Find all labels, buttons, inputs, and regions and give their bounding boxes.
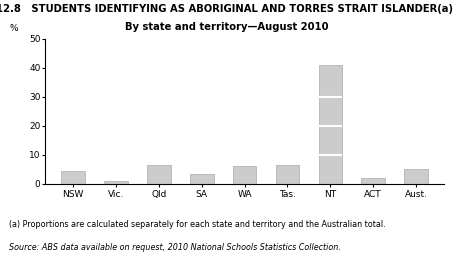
Bar <box>318 97 342 126</box>
Bar <box>61 171 85 184</box>
Bar <box>233 166 256 184</box>
Bar <box>147 165 171 184</box>
Bar <box>318 126 342 155</box>
Bar <box>318 65 342 97</box>
Bar <box>104 181 128 184</box>
Bar <box>361 178 385 184</box>
Bar <box>318 155 342 184</box>
Text: 12.8   STUDENTS IDENTIFYING AS ABORIGINAL AND TORRES STRAIT ISLANDER(a),: 12.8 STUDENTS IDENTIFYING AS ABORIGINAL … <box>0 4 453 14</box>
Text: %: % <box>10 24 18 33</box>
Text: (a) Proportions are calculated separately for each state and territory and the A: (a) Proportions are calculated separatel… <box>9 220 386 229</box>
Bar <box>276 165 299 184</box>
Bar <box>404 169 428 184</box>
Text: By state and territory—August 2010: By state and territory—August 2010 <box>125 22 328 32</box>
Bar <box>190 173 213 184</box>
Text: Source: ABS data available on request, 2010 National Schools Statistics Collecti: Source: ABS data available on request, 2… <box>9 243 341 252</box>
